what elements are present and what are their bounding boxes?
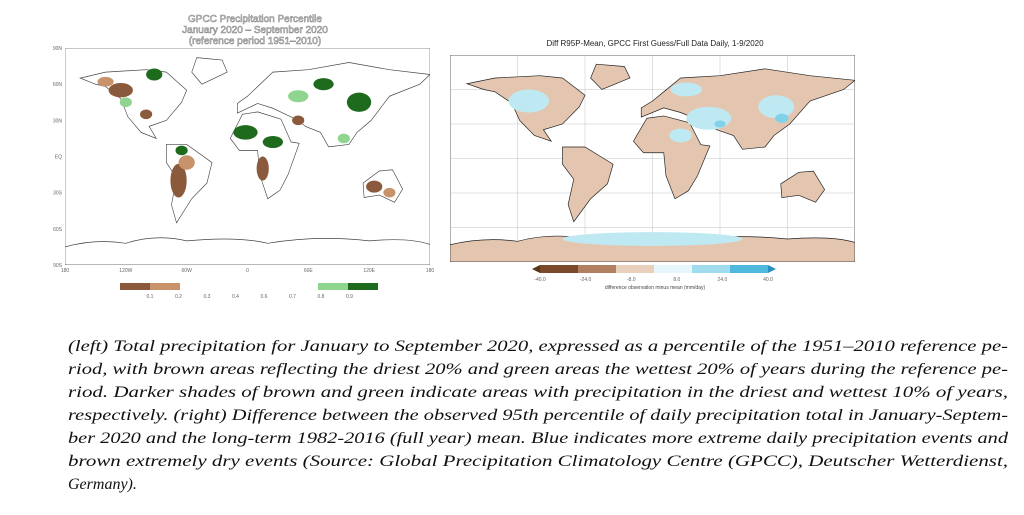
caption-line: brown extremely dry events (Source: Glob…: [68, 453, 1008, 470]
colorbar-label: 8.0: [673, 277, 680, 283]
right-colorbar: [532, 265, 776, 273]
lat-label: 60N: [53, 82, 63, 88]
lon-label: 180: [61, 268, 70, 274]
lon-label: 120E: [363, 268, 375, 274]
right-colorbar-labels: -40.0 -24.0 -8.0 8.0 24.0 40.0: [534, 277, 773, 283]
colorbar-label: 40.0: [763, 277, 773, 283]
colorbar-label: 0.3: [204, 294, 211, 300]
colorbar-label: 0.7: [289, 294, 296, 300]
lat-label: 90S: [53, 263, 63, 269]
lat-label: 90N: [53, 46, 63, 52]
colorbar-label: 0.4: [232, 294, 239, 300]
title-line: (reference period 1951–2010): [189, 36, 321, 47]
lon-label: 180: [426, 268, 435, 274]
colorbar-label: 0.6: [261, 294, 268, 300]
lon-label: 60W: [182, 268, 193, 274]
caption-line: riod. Darker shades of brown and green i…: [68, 384, 1008, 401]
title-line: January 2020 – September 2020: [182, 25, 328, 36]
lon-label: 0: [246, 268, 249, 274]
lat-label: 30N: [53, 118, 63, 124]
lon-label: 60E: [304, 268, 314, 274]
right-map: [450, 55, 855, 262]
left-colorbar-labels: 0.1 0.2 0.3 0.4 0.6 0.7 0.8 0.9: [147, 294, 354, 300]
colorbar-label: 0.2: [175, 294, 182, 300]
right-colorbar-title: difference observation minus mean (mm/da…: [605, 285, 706, 291]
lat-label: EQ: [55, 155, 62, 161]
title-line: GPCC Precipitation Percentile: [188, 14, 322, 25]
caption-line: Germany).: [68, 476, 137, 493]
caption-line: ber 2020 and the long-term 1982-2016 (fu…: [68, 430, 1009, 447]
caption-line: respectively. (right) Difference between…: [68, 407, 1008, 424]
lon-label: 120W: [119, 268, 132, 274]
caption-line: riod, with brown areas reflecting the dr…: [68, 361, 1008, 378]
colorbar-label: -8.0: [627, 277, 636, 283]
lat-label: 60S: [53, 227, 63, 233]
colorbar-label: 0.1: [147, 294, 154, 300]
colorbar-label: -24.0: [580, 277, 592, 283]
colorbar-label: -40.0: [534, 277, 546, 283]
left-map: [65, 48, 430, 265]
caption: (left) Total precipitation for January t…: [68, 338, 1009, 493]
right-title: Diff R95P-Mean, GPCC First Guess/Full Da…: [546, 39, 764, 48]
caption-line: (left) Total precipitation for January t…: [68, 338, 1008, 355]
colorbar-label: 24.0: [718, 277, 728, 283]
left-colorbar: [120, 283, 378, 290]
colorbar-label: 0.9: [346, 294, 353, 300]
left-title: GPCC Precipitation Percentile January 20…: [182, 14, 329, 48]
lat-label: 30S: [53, 191, 63, 197]
colorbar-label: 0.8: [318, 294, 325, 300]
